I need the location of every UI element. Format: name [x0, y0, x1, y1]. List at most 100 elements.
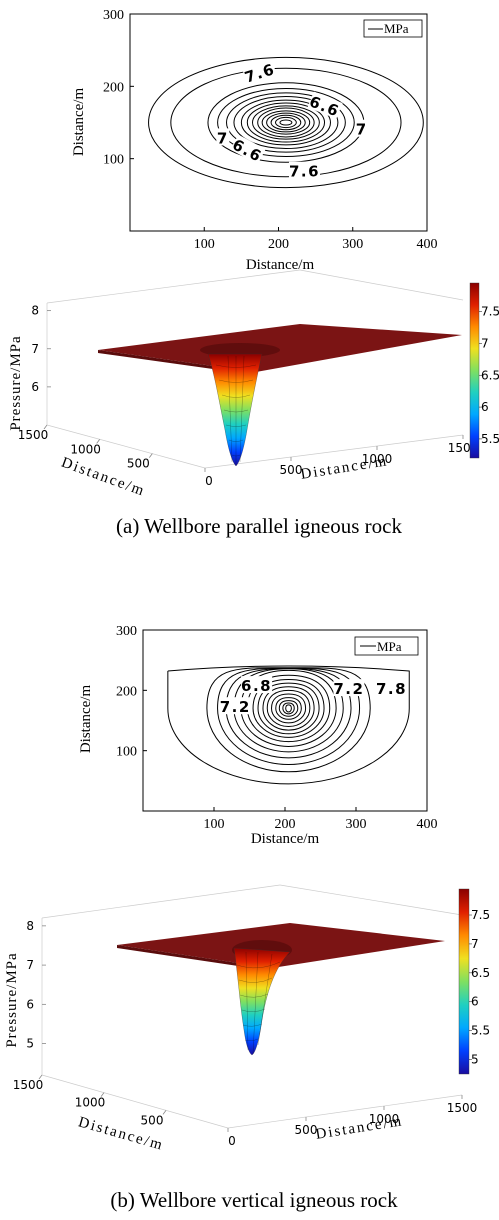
contour-plot-b: 6.8 7.2 7.2 7.8 100 200 300 400 100 200 300 MPa D… — [78, 624, 438, 847]
contour-line — [206, 667, 371, 773]
contour-line — [279, 119, 293, 126]
contour-label-text: 7 — [217, 129, 229, 147]
surface-depression-rim — [200, 343, 280, 357]
contour-line — [170, 67, 402, 178]
contour-label-text: 6.8 — [241, 677, 272, 695]
x-axis-ticks: 0 500 1000 1500 — [227, 1095, 478, 1148]
contour-label: 6.8 — [241, 676, 273, 695]
x-tick-label: 0 — [228, 1134, 236, 1148]
contour-line — [167, 665, 410, 785]
contour-line — [257, 682, 320, 735]
contour-line — [240, 99, 331, 146]
caption-a: (a) Wellbore parallel igneous rock — [116, 514, 402, 538]
axis-box — [41, 884, 463, 1129]
contour-line — [148, 56, 424, 189]
x-tick-label: 1000 — [369, 1112, 400, 1126]
contour-line — [262, 686, 315, 731]
colorbar-tick-label: 6 — [471, 995, 479, 1009]
surface-plateau — [98, 324, 462, 372]
colorbar-tick-label: 6 — [481, 400, 489, 414]
contour-label-bg — [307, 91, 343, 119]
contour-line — [252, 678, 325, 738]
contour-line — [246, 102, 326, 143]
contour-label-bg — [219, 697, 251, 715]
x-tick-label: 100 — [204, 817, 225, 832]
contour-label: 7.6 — [289, 161, 320, 181]
axis-box — [46, 269, 464, 469]
x-tick-label: 1500 — [447, 1101, 478, 1115]
y-tick-mark — [162, 1110, 167, 1115]
contour-line — [226, 92, 346, 153]
y-tick-label: 1000 — [70, 442, 101, 456]
contour-label: 7 — [216, 128, 230, 147]
x-tick-label: 100 — [194, 237, 215, 252]
contour-label: 7.2 — [333, 679, 365, 698]
x-tick-label: 300 — [346, 817, 367, 832]
y-tick-label: 300 — [103, 8, 124, 23]
contour-line — [217, 667, 361, 766]
contour-label-bg — [216, 128, 230, 146]
z-tick-label: 7 — [31, 342, 39, 356]
z-axis-label: Pressure/MPa — [8, 335, 24, 430]
x-tick-label: 200 — [275, 817, 296, 832]
contour-label-text: 7 — [356, 121, 368, 139]
colorbar-ticks: 5.5 6 6.5 7 7.5 — [479, 305, 499, 446]
y-tick-label: 100 — [103, 153, 124, 168]
colorbar-tick-label: 7.5 — [481, 305, 499, 319]
legend-box — [354, 636, 419, 656]
contour-line — [285, 704, 292, 713]
x-tick-label: 500 — [295, 1123, 318, 1137]
pressure-funnel — [207, 353, 263, 467]
legend: MPa — [354, 636, 419, 656]
y-tick-label: 1500 — [18, 428, 49, 442]
funnel-mesh — [236, 951, 281, 1055]
x-tick-label: 500 — [280, 463, 303, 477]
y-tick-label: 100 — [116, 745, 137, 760]
contour-label-text: 7.2 — [333, 680, 364, 698]
contour-label-bg — [376, 679, 407, 697]
contour-line — [217, 88, 355, 157]
contour-label-text: 7.2 — [220, 698, 251, 716]
x-tick-label: 400 — [417, 237, 438, 252]
x-axis-label: Distance/m — [246, 257, 315, 273]
y-tick-mark — [96, 439, 100, 444]
y-axis-ticks: 500 1000 1500 — [13, 1074, 167, 1127]
colorbar — [469, 282, 480, 459]
surface-edge — [117, 945, 272, 971]
colorbar-tick-label: 6.5 — [471, 966, 490, 980]
y-tick-label: 500 — [127, 457, 150, 471]
y-tick-label: 1500 — [13, 1078, 44, 1092]
axis-ticks: 100 200 300 400 100 200 300 — [103, 8, 438, 252]
colorbar-tick-label: 5.5 — [481, 432, 499, 446]
plot-frame — [129, 13, 428, 232]
y-tick-label: 200 — [116, 684, 137, 699]
legend-label: MPa — [384, 21, 409, 36]
contour-label-bg — [333, 679, 365, 697]
plot-frame — [142, 629, 428, 812]
contour-line — [252, 105, 320, 140]
z-tick-label: 8 — [26, 919, 34, 933]
colorbar-tick-label: 7 — [481, 336, 489, 350]
x-axis-label: Distance/m — [251, 831, 320, 847]
contour-label-bg — [242, 59, 277, 85]
contour-line — [282, 702, 295, 715]
y-tick-mark — [149, 453, 153, 458]
surface-plot-a: 6 7 8 0 500 1000 1500 500 1000 1500 Pressure/MP… — [8, 269, 499, 500]
y-tick-mark — [43, 424, 48, 430]
z-axis-ticks: 6 7 8 — [31, 304, 51, 394]
contour-label: 7.8 — [376, 679, 407, 698]
z-tick-label: 6 — [31, 380, 39, 394]
legend: MPa — [363, 19, 423, 38]
surface-plot-b: 5 6 7 8 0 500 1000 1500 500 1000 1500 Pressure/M… — [4, 884, 490, 1154]
colorbar-tick-label: 7.5 — [471, 908, 490, 922]
colorbar-tick-label: 5.5 — [471, 1024, 490, 1038]
contour-label-text: 7.6 — [289, 163, 320, 181]
contour-labels: 6.8 7.2 7.2 7.8 — [220, 676, 407, 716]
contour-line — [261, 110, 311, 135]
contour-line — [271, 693, 307, 724]
colorbar-tick-label: 6.5 — [481, 368, 499, 382]
colorbar — [458, 888, 470, 1075]
x-tick-label: 0 — [205, 474, 213, 488]
